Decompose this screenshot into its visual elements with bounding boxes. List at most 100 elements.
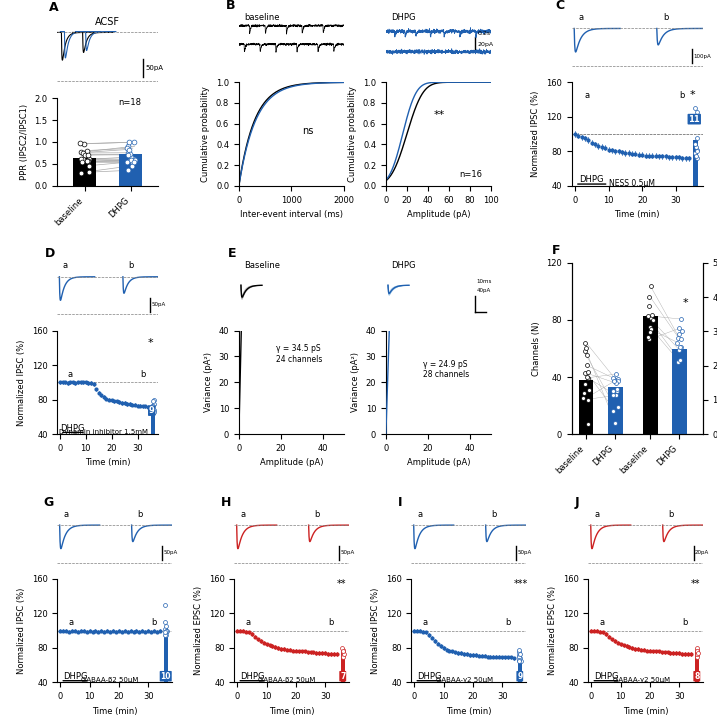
Point xyxy=(125,154,137,166)
Point xyxy=(160,625,171,637)
Text: b: b xyxy=(314,510,320,519)
Point xyxy=(515,655,526,666)
Point xyxy=(612,373,623,385)
Text: GABAA-γ2 50μM: GABAA-γ2 50μM xyxy=(435,677,493,683)
Point xyxy=(674,341,685,353)
Point xyxy=(82,144,93,156)
Text: DHPG: DHPG xyxy=(417,672,441,681)
Point xyxy=(692,644,703,656)
Point xyxy=(514,653,526,664)
Text: DHPG: DHPG xyxy=(239,672,264,681)
Y-axis label: Normalized IPSC (%): Normalized IPSC (%) xyxy=(17,587,27,674)
Point xyxy=(610,368,622,380)
Text: b: b xyxy=(328,619,333,627)
Point xyxy=(125,155,136,166)
X-axis label: Time (min): Time (min) xyxy=(269,706,314,716)
Text: DHPG: DHPG xyxy=(579,176,604,184)
Text: C: C xyxy=(556,0,565,12)
Bar xyxy=(341,653,345,717)
Point xyxy=(607,389,619,401)
Text: b: b xyxy=(663,13,669,22)
Point xyxy=(386,261,397,272)
Text: 10: 10 xyxy=(161,672,171,681)
Text: I: I xyxy=(398,496,402,509)
Point xyxy=(672,333,683,344)
X-axis label: Inter-event interval (ms): Inter-event interval (ms) xyxy=(240,210,343,219)
Point xyxy=(612,375,624,386)
Point xyxy=(83,152,95,164)
Text: Baseline: Baseline xyxy=(244,261,280,270)
Point xyxy=(147,396,158,407)
Text: n=16: n=16 xyxy=(460,171,483,179)
Bar xyxy=(693,140,698,220)
Point xyxy=(237,240,249,252)
Point xyxy=(148,393,159,405)
Point xyxy=(675,342,687,354)
Text: a: a xyxy=(417,510,422,519)
X-axis label: Amplitude (pA): Amplitude (pA) xyxy=(407,458,470,468)
Text: a: a xyxy=(246,619,251,627)
Point xyxy=(123,136,134,148)
Text: 20pA: 20pA xyxy=(478,42,493,46)
Point xyxy=(129,155,141,166)
Point xyxy=(647,314,659,326)
Point xyxy=(82,149,93,160)
Point xyxy=(128,136,139,148)
Text: Dynamin inhibitor 1.5mM: Dynamin inhibitor 1.5mM xyxy=(60,429,148,435)
Text: D: D xyxy=(45,248,55,261)
Bar xyxy=(608,387,622,434)
Text: a: a xyxy=(62,261,67,270)
Point xyxy=(609,417,621,429)
Point xyxy=(513,649,525,661)
X-axis label: Time (min): Time (min) xyxy=(85,458,130,468)
Text: GABAA-β2 50μM: GABAA-β2 50μM xyxy=(82,677,139,683)
Text: 0.2s: 0.2s xyxy=(478,30,490,36)
Point xyxy=(579,378,591,390)
Text: F: F xyxy=(552,244,561,257)
Point xyxy=(691,648,703,660)
Point xyxy=(148,404,160,416)
Point xyxy=(78,138,90,150)
Text: a: a xyxy=(600,619,605,627)
Point xyxy=(582,366,594,378)
Point xyxy=(690,141,702,152)
Point xyxy=(159,599,171,611)
Point xyxy=(77,156,88,168)
Text: b: b xyxy=(505,619,511,627)
Bar xyxy=(151,407,155,468)
Point xyxy=(611,386,622,397)
Point xyxy=(643,300,655,311)
Point xyxy=(645,280,657,291)
Point xyxy=(147,400,158,412)
Point xyxy=(607,405,618,417)
Text: 9: 9 xyxy=(149,406,155,415)
Text: *: * xyxy=(690,90,695,99)
Point xyxy=(122,140,133,152)
Point xyxy=(75,146,87,158)
Text: 11: 11 xyxy=(688,115,700,123)
Text: DHPG: DHPG xyxy=(391,13,416,22)
Point xyxy=(609,390,621,401)
Text: ns: ns xyxy=(302,126,313,136)
Text: b: b xyxy=(668,510,674,519)
Bar xyxy=(695,653,699,717)
Point xyxy=(580,343,592,354)
Text: GABAA-β2 50μM: GABAA-β2 50μM xyxy=(258,677,315,683)
Y-axis label: Normalized EPSC (%): Normalized EPSC (%) xyxy=(194,586,203,675)
Text: B: B xyxy=(227,0,236,12)
Text: 100pA: 100pA xyxy=(693,54,711,59)
X-axis label: Amplitude (pA): Amplitude (pA) xyxy=(260,458,323,468)
Bar xyxy=(119,154,142,186)
Text: 10ms: 10ms xyxy=(476,279,492,284)
Text: GABAA-γ2 50μM: GABAA-γ2 50μM xyxy=(612,677,670,683)
Point xyxy=(609,373,620,385)
Point xyxy=(646,309,657,321)
Text: a: a xyxy=(69,619,74,627)
Point xyxy=(159,623,171,635)
Text: a: a xyxy=(63,510,68,519)
Text: DHPG: DHPG xyxy=(594,672,618,681)
Point xyxy=(122,147,133,158)
Y-axis label: Cumulative probability: Cumulative probability xyxy=(201,86,210,182)
Text: 7: 7 xyxy=(340,672,346,681)
Y-axis label: Normalized IPSC (%): Normalized IPSC (%) xyxy=(371,587,380,674)
